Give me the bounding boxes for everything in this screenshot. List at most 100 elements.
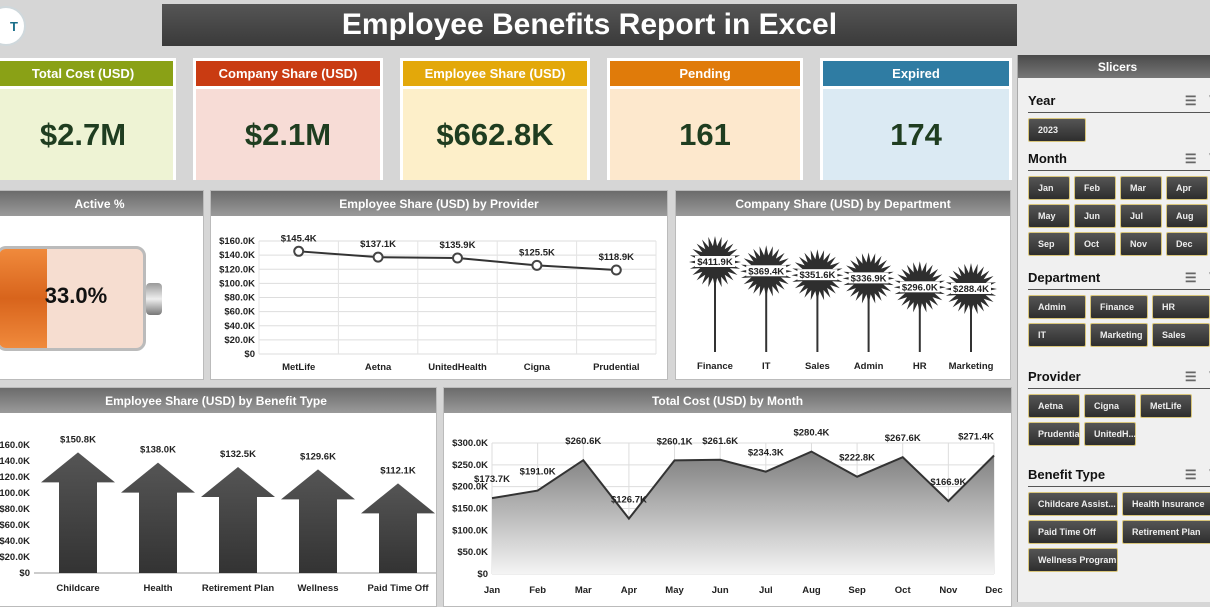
slicer-header: Month ☰ ⊽ [1028,147,1210,171]
data-label: $222.8K [839,453,875,464]
y-tick-label: $60.0K [0,520,30,531]
clear-filter-icon[interactable]: ⊽ [1208,467,1210,483]
benefit-chart-panel: Employee Share (USD) by Benefit Type $0 $… [0,387,437,607]
slicer-title: Provider [1028,369,1081,384]
slicer-item[interactable]: Retirement Plan [1122,520,1210,544]
data-point [452,252,463,264]
slicer-item[interactable]: Sales [1152,323,1210,347]
clear-filter-icon[interactable]: ⊽ [1208,151,1210,167]
arrow-bar [121,462,195,573]
slicer-item[interactable]: IT [1028,323,1086,347]
slicer-item[interactable]: Admin [1028,295,1086,319]
slicer-item[interactable]: Nov [1120,232,1162,256]
data-label: $271.4K [958,431,994,442]
kpi-value: $2.1M [196,89,380,180]
slicer-item[interactable]: Dec [1166,232,1208,256]
y-tick-label: $50.0K [457,547,488,558]
y-tick-label: $0 [244,349,255,360]
data-label: $125.5K [519,247,555,258]
label-background [746,265,787,277]
kpi-company-share: Company Share (USD) $2.1M [193,58,383,180]
data-label: $135.9K [440,240,476,251]
kpi-value: 161 [610,89,800,180]
battery-icon [0,246,146,351]
label-background [951,282,991,294]
x-tick-label: IT [762,361,771,372]
slicer-item[interactable]: Health Insurance [1122,492,1210,516]
slicer-item[interactable]: Jan [1028,176,1070,200]
clear-filter-icon[interactable]: ⊽ [1208,369,1210,385]
x-tick-label: Admin [854,361,884,372]
slicer-item[interactable]: Marketing [1090,323,1148,347]
x-tick-label: Dec [985,585,1002,596]
data-label: $260.6K [565,436,601,447]
slicer-item[interactable]: Oct [1074,232,1116,256]
y-tick-label: 160.0K [0,440,30,451]
slicer-item[interactable]: Jun [1074,204,1116,228]
data-label: $112.1K [380,465,416,476]
arrow-bar [41,452,115,573]
kpi-employee-share: Employee Share (USD) $662.8K [400,58,590,180]
data-label: $126.7K [611,495,647,506]
slicer-item[interactable]: Feb [1074,176,1116,200]
x-tick-label: May [665,585,684,596]
slicer-header: Department ☰ ⊽ [1028,266,1210,290]
battery-fill [0,249,47,348]
multi-select-icon[interactable]: ☰ [1184,92,1197,108]
slicer-header: Provider ☰ ⊽ [1028,365,1210,389]
slicer-item[interactable]: UnitedH... [1084,422,1136,446]
data-label: $118.9K [599,252,635,263]
kpi-label: Total Cost (USD) [0,61,173,86]
x-tick-label: Marketing [949,361,994,372]
slicer-item[interactable]: Childcare Assist... [1028,492,1118,516]
data-point [610,264,622,276]
slicer-title: Month [1028,151,1067,166]
label-background [848,272,889,284]
data-label: $129.6K [300,451,336,462]
kpi-label: Company Share (USD) [196,61,380,86]
slicer-item[interactable]: Prudential [1028,422,1082,446]
y-tick-label: $140.0K [219,250,255,261]
slicer-item[interactable]: 2023 [1028,118,1086,142]
slicer-header: Benefit Type ☰ ⊽ [1028,463,1210,487]
slicer-item[interactable]: Finance [1090,295,1148,319]
slicer-item[interactable]: May [1028,204,1070,228]
panel-title: Active % [0,191,203,216]
slicer-item[interactable]: MetLife [1140,394,1192,418]
x-tick-label: Jul [759,585,773,596]
multi-select-icon[interactable]: ☰ [1184,269,1197,285]
kpi-value: $2.7M [0,89,173,180]
logo: T [0,6,26,46]
multi-select-icon[interactable]: ☰ [1184,368,1197,384]
y-tick-label: $80.0K [224,293,255,304]
slicer-item[interactable]: Apr [1166,176,1208,200]
y-tick-label: $200.0K [452,482,488,493]
slicer-title: Benefit Type [1028,467,1106,482]
provider-chart-panel: Employee Share (USD) by Provider $0 $20.0… [210,190,668,380]
data-point [531,259,543,271]
slicer-item[interactable]: Mar [1120,176,1162,200]
y-tick-label: $40.0K [0,536,30,547]
x-tick-label: Aug [802,585,821,596]
multi-select-icon[interactable]: ☰ [1184,466,1197,482]
multi-select-icon[interactable]: ☰ [1184,150,1197,166]
slicer-item[interactable]: Aetna [1028,394,1080,418]
clear-filter-icon[interactable]: ⊽ [1208,270,1210,286]
y-tick-label: $40.0K [224,321,255,332]
data-point [293,245,305,257]
provider-line-chart: $0 $20.0K $40.0K $60.0K $80.0K $100.0K $120.0K… [219,233,657,373]
slicer-item[interactable]: Cigna [1084,394,1136,418]
data-label: $234.3K [748,448,784,459]
slicer-item[interactable]: Sep [1028,232,1070,256]
panel-title: Total Cost (USD) by Month [444,388,1011,413]
slicer-item[interactable]: Aug [1166,204,1208,228]
clear-filter-icon[interactable]: ⊽ [1208,93,1210,109]
slicer-item[interactable]: HR [1152,295,1210,319]
slicer-item[interactable]: Paid Time Off [1028,520,1118,544]
y-tick-label: $250.0K [452,460,488,471]
data-label: $191.0K [520,467,556,478]
slicer-item[interactable]: Wellness Program [1028,548,1118,572]
y-tick-label: $20.0K [0,552,30,563]
slicer-item[interactable]: Jul [1120,204,1162,228]
